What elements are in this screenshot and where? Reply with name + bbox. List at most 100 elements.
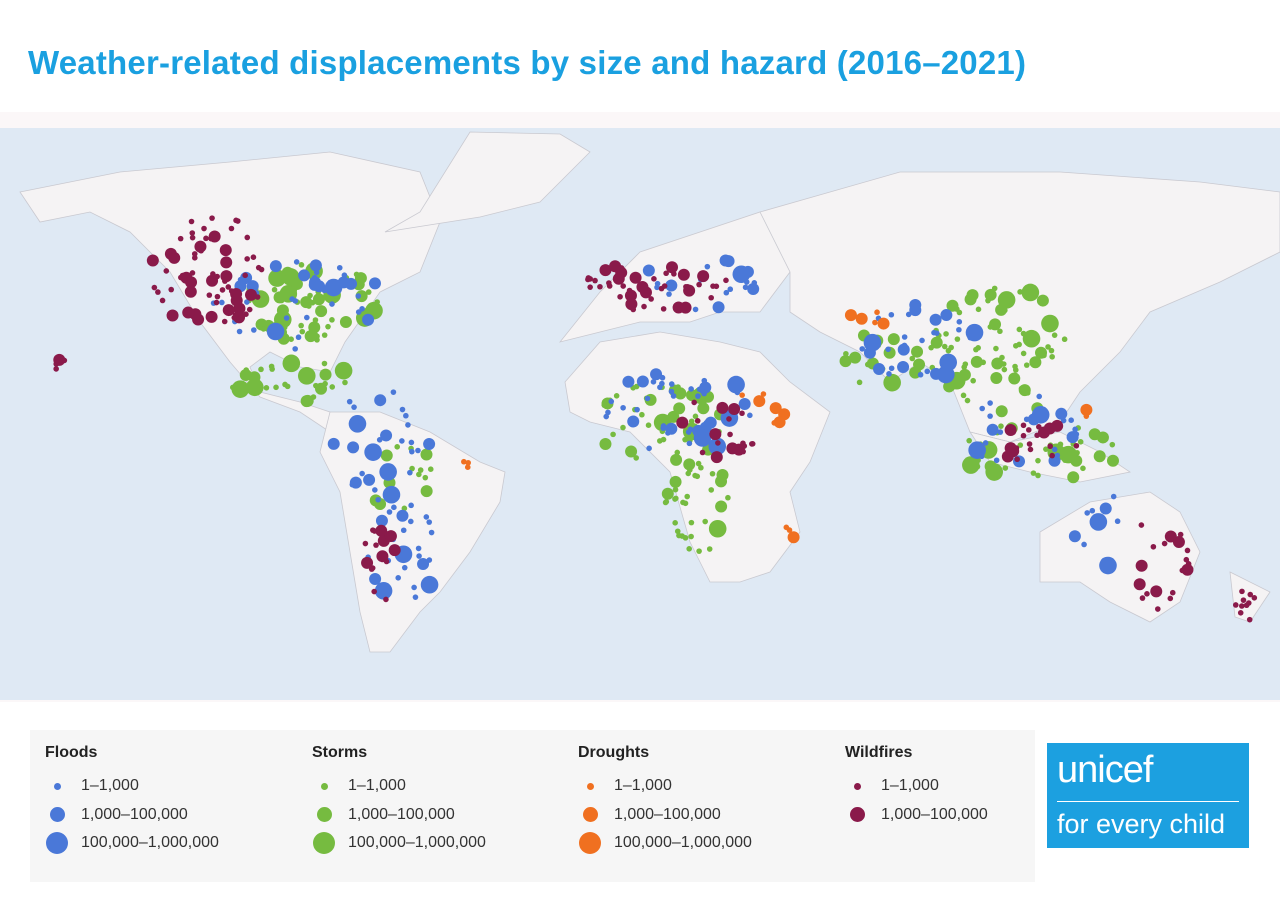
- event-dot: [417, 467, 424, 473]
- event-dot: [924, 368, 931, 375]
- event-dot: [1183, 556, 1190, 563]
- event-dot: [704, 416, 717, 429]
- event-dot: [347, 441, 360, 454]
- event-dot: [1133, 578, 1146, 591]
- event-dot: [1237, 610, 1244, 616]
- legend-item: 1,000–100,000: [312, 801, 486, 830]
- event-dot: [1232, 602, 1239, 608]
- event-dot: [975, 306, 982, 313]
- event-dot: [1060, 417, 1067, 424]
- event-dot: [993, 345, 999, 352]
- legend-group: Droughts 1–1,000 1,000–100,000 100,000–1,00…: [578, 744, 752, 858]
- event-dot: [941, 343, 948, 350]
- event-dot: [1093, 450, 1106, 463]
- event-dot: [159, 297, 166, 304]
- event-dot: [321, 332, 328, 338]
- event-dot: [209, 215, 215, 221]
- event-dot: [321, 360, 328, 367]
- event-dot: [636, 375, 649, 388]
- event-dot: [297, 367, 316, 385]
- event-dot: [1020, 350, 1027, 357]
- legend-group: Floods 1–1,000 1,000–100,000 100,000–1,000,…: [45, 744, 219, 858]
- event-dot: [177, 235, 184, 242]
- event-dot: [374, 582, 393, 600]
- event-dot: [885, 346, 891, 353]
- event-dot: [1049, 452, 1055, 459]
- event-dot: [1073, 442, 1080, 449]
- event-dot: [1139, 595, 1146, 601]
- event-dot: [191, 255, 198, 261]
- event-dot: [290, 277, 303, 290]
- event-dot: [685, 470, 692, 477]
- event-dot: [1054, 452, 1061, 459]
- event-dot: [773, 416, 786, 429]
- event-dot: [587, 284, 593, 290]
- event-dot: [650, 368, 663, 381]
- event-dot: [620, 424, 626, 431]
- event-dot: [666, 291, 672, 297]
- event-dot: [336, 264, 343, 271]
- event-dot: [964, 397, 971, 404]
- event-dot: [844, 309, 857, 322]
- event-dot: [735, 387, 741, 394]
- event-dot: [313, 269, 320, 276]
- event-dot: [1026, 441, 1033, 447]
- event-dot: [1172, 536, 1185, 549]
- event-dot: [420, 485, 433, 498]
- event-dot: [708, 437, 727, 456]
- event-dot: [702, 518, 708, 525]
- event-dot: [901, 342, 908, 349]
- event-dot: [709, 470, 716, 477]
- legend-group: Storms 1–1,000 1,000–100,000 100,000–1,000,…: [312, 744, 486, 858]
- event-dot: [221, 318, 228, 325]
- event-dot: [886, 371, 892, 377]
- event-dot: [1239, 588, 1245, 595]
- event-dot: [1072, 426, 1078, 433]
- event-dot: [206, 274, 219, 287]
- event-dot: [1012, 367, 1019, 373]
- event-dot: [682, 436, 688, 443]
- event-dot: [962, 361, 969, 367]
- event-dot: [688, 533, 694, 540]
- event-dot: [201, 225, 207, 232]
- event-dot: [696, 548, 702, 554]
- event-dot: [726, 416, 732, 422]
- event-dot: [696, 281, 702, 288]
- event-dot: [975, 345, 981, 351]
- event-dot: [931, 329, 937, 336]
- event-dot: [301, 394, 314, 407]
- event-dot: [380, 449, 393, 462]
- event-dot: [359, 470, 365, 477]
- legend-item: 1,000–100,000: [845, 801, 988, 830]
- event-dot: [379, 463, 397, 481]
- event-dot: [166, 309, 179, 322]
- event-dot: [987, 400, 993, 406]
- event-dot: [686, 389, 699, 402]
- title: Weather-related displacements by size an…: [28, 44, 1027, 81]
- map: [0, 112, 1280, 702]
- event-dot: [266, 322, 285, 341]
- event-dot: [675, 384, 681, 390]
- event-dot: [605, 409, 611, 416]
- event-dot: [1089, 507, 1096, 514]
- event-dot: [374, 394, 387, 407]
- event-dot: [956, 319, 963, 325]
- event-dot: [383, 558, 390, 565]
- event-dot: [688, 386, 694, 392]
- event-dot: [315, 382, 328, 395]
- event-dot: [368, 277, 381, 290]
- event-dot: [874, 309, 880, 316]
- event-dot: [738, 398, 751, 411]
- event-dot: [686, 545, 692, 552]
- event-dot: [1055, 407, 1068, 420]
- event-dot: [1023, 362, 1030, 368]
- event-dot: [334, 361, 353, 380]
- event-dot: [242, 272, 248, 279]
- event-dot: [351, 404, 357, 410]
- event-dot: [289, 296, 295, 302]
- event-dot: [1004, 424, 1017, 437]
- legend-item: 1–1,000: [845, 772, 988, 801]
- event-dot: [349, 476, 362, 489]
- event-dot: [415, 545, 422, 552]
- event-dot: [308, 321, 321, 334]
